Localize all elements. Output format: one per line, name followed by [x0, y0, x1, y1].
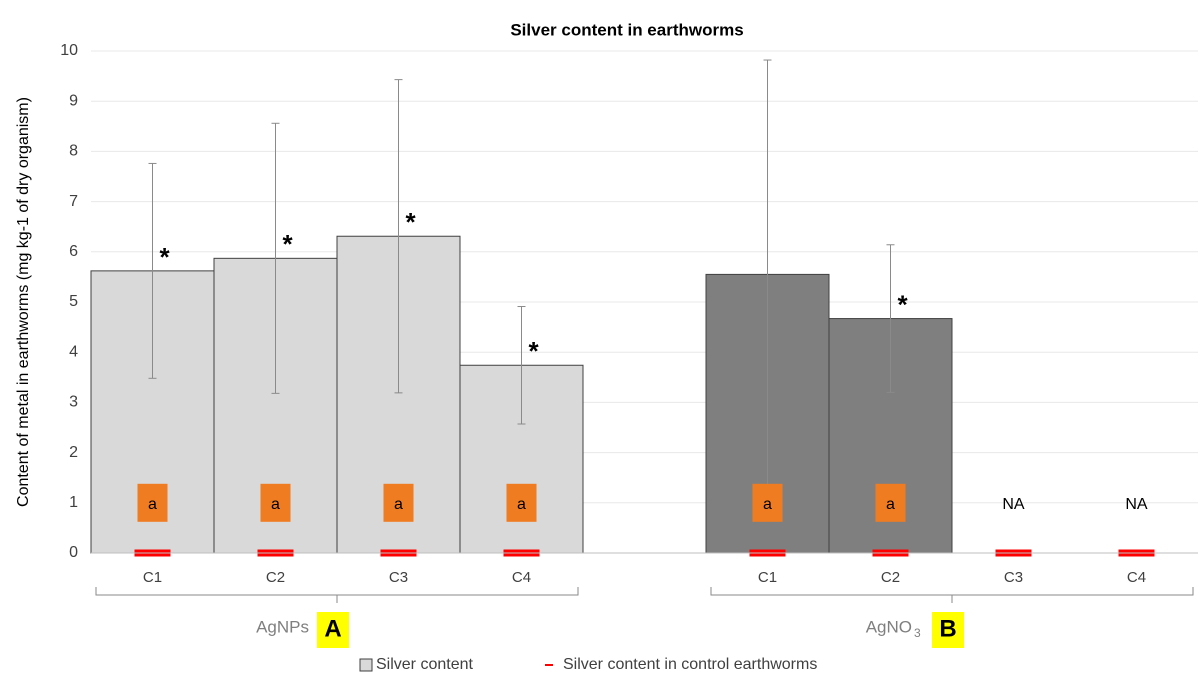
- significance-star: *: [282, 229, 293, 259]
- group-tag: A: [324, 615, 341, 642]
- group-letter: a: [886, 496, 895, 513]
- legend-label: Silver content in control earthworms: [563, 656, 817, 673]
- group-letter: a: [148, 496, 157, 513]
- x-tick-label: C2: [266, 569, 285, 586]
- label-box: [383, 483, 414, 522]
- significance-star: *: [159, 242, 170, 272]
- y-tick-label: 0: [69, 544, 78, 561]
- group-label: AgNO: [866, 617, 912, 636]
- significance-star: *: [897, 289, 908, 319]
- significance-star: *: [528, 336, 539, 366]
- group-bracket: [95, 587, 579, 603]
- x-tick-label: C2: [881, 569, 900, 586]
- y-tick-label: 4: [69, 343, 78, 360]
- group-bracket: [710, 587, 1194, 603]
- group-letter: a: [517, 496, 526, 513]
- legend-label: Silver content: [376, 656, 473, 673]
- tag-highlight: [317, 612, 349, 648]
- label-box: [752, 483, 783, 522]
- y-tick-label: 7: [69, 193, 78, 210]
- group-letter: a: [271, 496, 280, 513]
- label-box: [506, 483, 537, 522]
- group-letter: a: [394, 496, 403, 513]
- x-tick-label: C1: [758, 569, 777, 586]
- tag-highlight: [932, 612, 964, 648]
- y-tick-label: 8: [69, 143, 78, 160]
- x-tick-label: C4: [1127, 569, 1146, 586]
- chart-title: Silver content in earthworms: [510, 20, 743, 39]
- y-tick-label: 10: [60, 42, 78, 59]
- label-box: [137, 483, 168, 522]
- legend-swatch: [359, 658, 373, 672]
- y-tick-label: 1: [69, 494, 78, 511]
- group-label-subscript: 3: [914, 626, 921, 640]
- label-box: [875, 483, 906, 522]
- y-tick-label: 6: [69, 243, 78, 260]
- y-tick-label: 2: [69, 444, 78, 461]
- x-tick-label: C1: [143, 569, 162, 586]
- group-letter: a: [763, 496, 772, 513]
- group-tag: B: [939, 615, 956, 642]
- y-tick-label: 5: [69, 293, 78, 310]
- group-letter: NA: [1125, 496, 1148, 513]
- x-tick-label: C3: [389, 569, 408, 586]
- y-tick-label: 3: [69, 394, 78, 411]
- y-axis-label: Content of metal in earthworms (mg kg-1 …: [15, 97, 32, 507]
- group-label: AgNPs: [256, 617, 309, 636]
- significance-star: *: [405, 207, 416, 237]
- x-tick-label: C4: [512, 569, 531, 586]
- label-box: [260, 483, 291, 522]
- y-tick-label: 9: [69, 92, 78, 109]
- group-letter: NA: [1002, 496, 1025, 513]
- x-tick-label: C3: [1004, 569, 1023, 586]
